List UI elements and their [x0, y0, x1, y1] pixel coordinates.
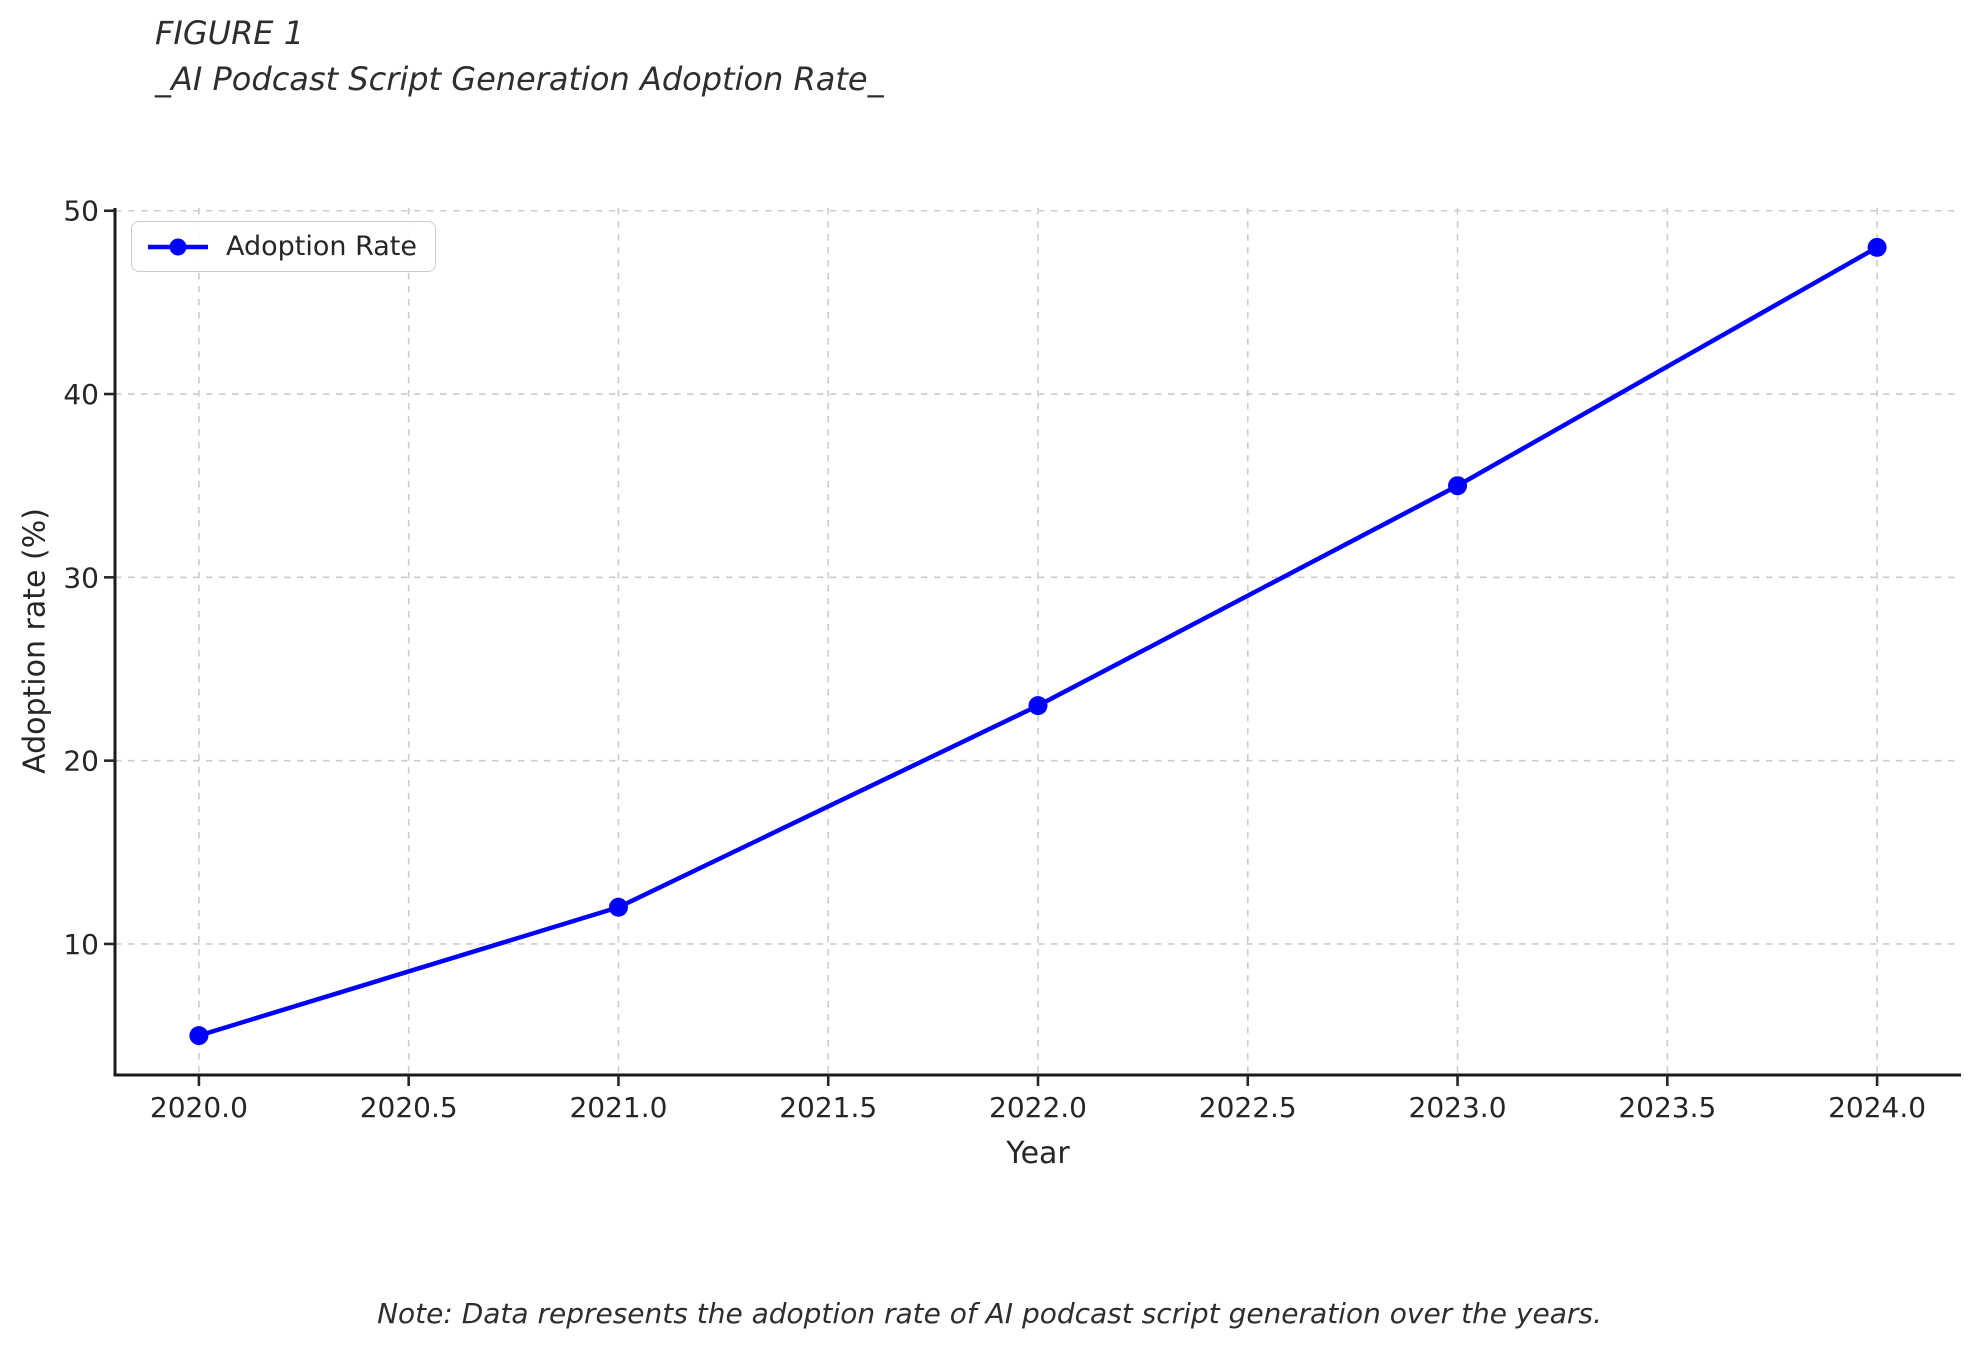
svg-text:30: 30	[63, 561, 99, 594]
svg-text:2022.5: 2022.5	[1199, 1091, 1297, 1124]
chart-legend: Adoption Rate	[131, 221, 437, 272]
figure-title: FIGURE 1 _AI Podcast Script Generation A…	[155, 10, 884, 102]
figure-title-line1: FIGURE 1	[155, 14, 305, 52]
svg-text:20: 20	[63, 745, 99, 778]
svg-text:2024.0: 2024.0	[1828, 1091, 1926, 1124]
svg-text:2022.0: 2022.0	[989, 1091, 1087, 1124]
y-tick-labels: 10 20 30 40 50	[63, 195, 99, 961]
legend-entry-label: Adoption Rate	[226, 231, 418, 262]
figure-title-line2: _AI Podcast Script Generation Adoption R…	[155, 60, 884, 98]
svg-text:2023.0: 2023.0	[1409, 1091, 1507, 1124]
tick-marks	[104, 209, 1879, 1086]
figure-note: Note: Data represents the adoption rate …	[377, 1297, 1602, 1330]
svg-text:40: 40	[63, 378, 99, 411]
legend-line-marker-icon	[148, 238, 208, 255]
y-axis-label: Adoption rate (%)	[17, 508, 53, 774]
svg-text:2020.0: 2020.0	[150, 1091, 248, 1124]
gridlines	[115, 208, 1961, 1075]
svg-text:50: 50	[63, 195, 99, 228]
svg-text:2021.0: 2021.0	[569, 1091, 667, 1124]
series-markers	[189, 237, 1887, 1046]
svg-text:2020.5: 2020.5	[360, 1091, 458, 1124]
svg-text:10: 10	[63, 928, 99, 961]
svg-text:2021.5: 2021.5	[779, 1091, 877, 1124]
svg-text:2023.5: 2023.5	[1618, 1091, 1716, 1124]
x-tick-labels: 2020.0 2020.5 2021.0 2021.5 2022.0 2022.5 2023…	[150, 1091, 1926, 1124]
x-axis-label: Year	[1006, 1136, 1070, 1171]
